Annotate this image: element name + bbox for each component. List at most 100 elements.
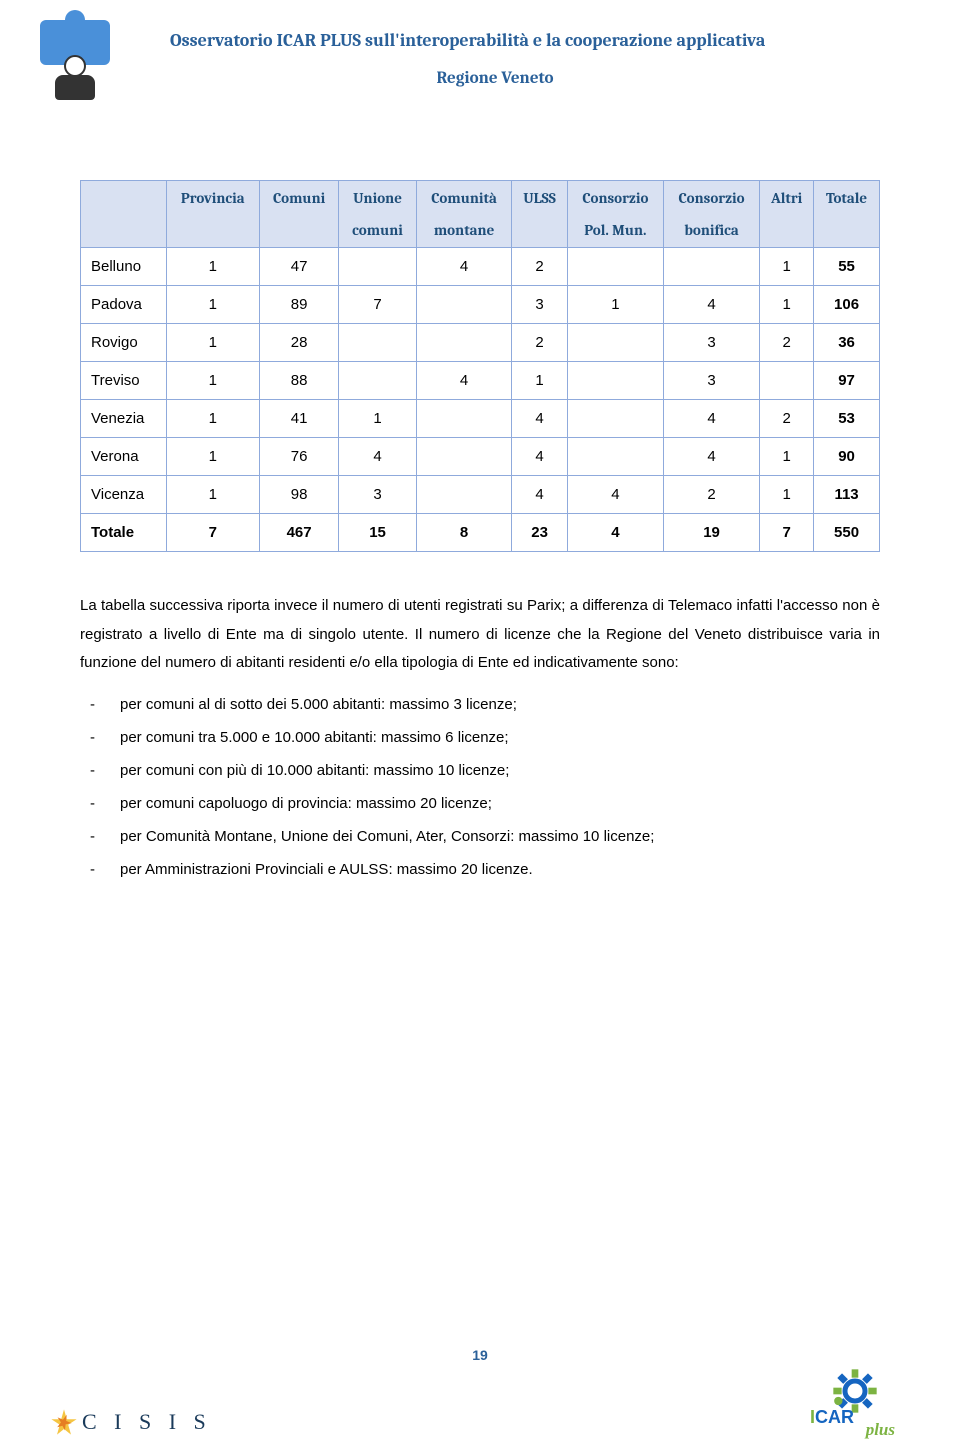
icar-plus-text: plus	[866, 1420, 895, 1440]
table-cell: 2	[760, 400, 814, 438]
table-cell	[567, 400, 663, 438]
license-item: per comuni con più di 10.000 abitanti: m…	[120, 754, 880, 787]
page-header: Osservatorio ICAR PLUS sull'interoperabi…	[0, 0, 960, 120]
row-label: Padova	[81, 286, 167, 324]
table-cell: 1	[512, 362, 567, 400]
table-row: Rovigo12823236	[81, 324, 880, 362]
table-cell: 97	[814, 362, 880, 400]
table-cell: 7	[166, 514, 259, 552]
table-row: Vicenza19834421113	[81, 476, 880, 514]
table-cell: 47	[259, 248, 338, 286]
table-cell: 467	[259, 514, 338, 552]
table-row: Verona176444190	[81, 438, 880, 476]
license-item: per Comunità Montane, Unione dei Comuni,…	[120, 820, 880, 853]
table-cell: 89	[259, 286, 338, 324]
table-row: Padova18973141106	[81, 286, 880, 324]
cisis-logo: C I S I S	[50, 1408, 212, 1436]
table-header-cell: ULSS	[512, 181, 567, 248]
table-cell: 1	[166, 286, 259, 324]
license-list: per comuni al di sotto dei 5.000 abitant…	[80, 688, 880, 886]
table-cell: 1	[166, 400, 259, 438]
table-header-cell	[81, 181, 167, 248]
table-cell: 4	[512, 400, 567, 438]
table-cell	[416, 438, 512, 476]
table-header-cell: Totale	[814, 181, 880, 248]
table-cell: 4	[663, 286, 759, 324]
table-cell	[416, 286, 512, 324]
table-cell: 1	[567, 286, 663, 324]
table-cell: 1	[339, 400, 417, 438]
row-label: Totale	[81, 514, 167, 552]
cisis-star-icon	[50, 1408, 78, 1436]
table-cell: 550	[814, 514, 880, 552]
row-label: Venezia	[81, 400, 167, 438]
table-header-cell: Consorziobonifica	[663, 181, 759, 248]
table-cell: 113	[814, 476, 880, 514]
icar-text: ICAR	[810, 1407, 854, 1428]
table-cell: 41	[259, 400, 338, 438]
intro-paragraph: La tabella successiva riporta invece il …	[80, 592, 880, 678]
table-cell: 4	[567, 476, 663, 514]
license-item: per comuni al di sotto dei 5.000 abitant…	[120, 688, 880, 721]
table-header-cell: Provincia	[166, 181, 259, 248]
table-cell: 1	[760, 248, 814, 286]
table-cell: 76	[259, 438, 338, 476]
table-cell: 3	[663, 362, 759, 400]
table-cell: 2	[512, 324, 567, 362]
table-cell: 4	[416, 362, 512, 400]
license-item: per Amministrazioni Provinciali e AULSS:…	[120, 853, 880, 886]
table-cell	[339, 324, 417, 362]
table-cell	[760, 362, 814, 400]
table-cell: 23	[512, 514, 567, 552]
table-cell: 1	[166, 248, 259, 286]
table-cell: 88	[259, 362, 338, 400]
table-cell: 3	[339, 476, 417, 514]
table-cell: 19	[663, 514, 759, 552]
table-header-cell: Altri	[760, 181, 814, 248]
table-cell	[416, 476, 512, 514]
table-cell	[416, 400, 512, 438]
table-cell: 1	[166, 324, 259, 362]
table-cell	[663, 248, 759, 286]
header-logo	[20, 20, 150, 110]
table-cell: 4	[339, 438, 417, 476]
table-row: Venezia141144253	[81, 400, 880, 438]
table-cell: 53	[814, 400, 880, 438]
page-footer: C I S I S ICAR plus	[0, 1366, 960, 1436]
table-cell: 1	[166, 362, 259, 400]
header-text-block: Osservatorio ICAR PLUS sull'interoperabi…	[170, 20, 920, 88]
table-cell: 4	[663, 400, 759, 438]
table-cell: 55	[814, 248, 880, 286]
table-cell: 15	[339, 514, 417, 552]
table-cell: 2	[663, 476, 759, 514]
table-cell	[339, 362, 417, 400]
table-cell: 28	[259, 324, 338, 362]
table-cell: 90	[814, 438, 880, 476]
table-cell	[567, 362, 663, 400]
table-cell: 1	[760, 438, 814, 476]
table-cell: 4	[663, 438, 759, 476]
table-total-row: Totale7467158234197550	[81, 514, 880, 552]
row-label: Vicenza	[81, 476, 167, 514]
row-label: Belluno	[81, 248, 167, 286]
row-label: Treviso	[81, 362, 167, 400]
table-header-cell: Unionecomuni	[339, 181, 417, 248]
table-cell: 1	[166, 476, 259, 514]
table-row: Treviso18841397	[81, 362, 880, 400]
table-cell	[567, 438, 663, 476]
cisis-text: C I S I S	[82, 1409, 212, 1435]
table-cell: 1	[760, 286, 814, 324]
table-cell: 1	[760, 476, 814, 514]
table-cell: 3	[663, 324, 759, 362]
table-cell: 3	[512, 286, 567, 324]
header-subtitle: Regione Veneto	[170, 69, 820, 88]
table-cell	[416, 324, 512, 362]
table-cell: 98	[259, 476, 338, 514]
table-cell: 8	[416, 514, 512, 552]
table-cell: 1	[166, 438, 259, 476]
page-number: 19	[0, 1347, 960, 1363]
table-cell: 4	[567, 514, 663, 552]
table-cell: 4	[512, 476, 567, 514]
table-cell	[567, 324, 663, 362]
table-cell: 2	[512, 248, 567, 286]
